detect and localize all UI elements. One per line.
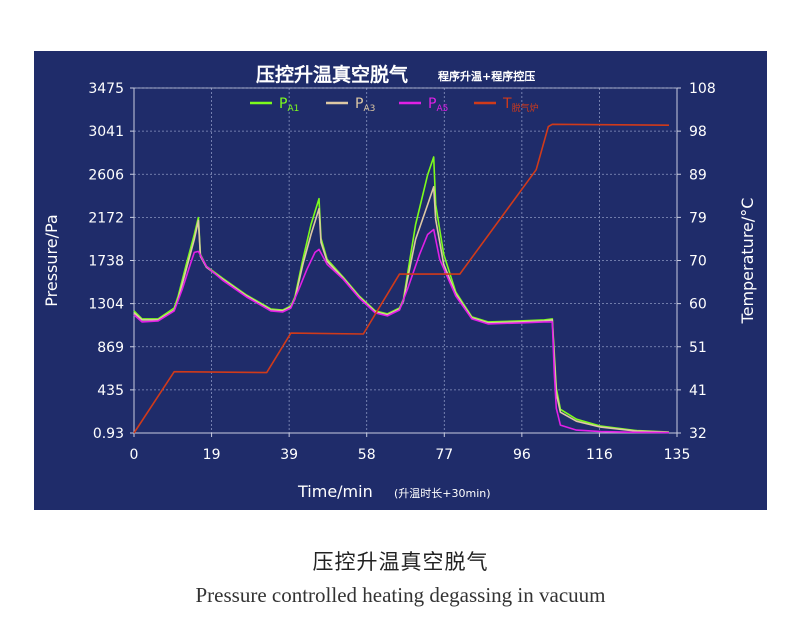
chart-panel: 0 19 39 58 77 96 116 135 0.93 435 869 1304 1738 2172 2… xyxy=(34,51,767,510)
grid-layer xyxy=(133,87,678,434)
y-tick-label: 2172 xyxy=(88,210,124,226)
x-tick-label: 19 xyxy=(203,447,221,463)
y2-tick-label: 98 xyxy=(689,124,707,140)
x-tick-label: 39 xyxy=(280,447,298,463)
x-tick-label: 77 xyxy=(435,447,453,463)
chart-svg: 0 19 39 58 77 96 116 135 0.93 435 869 1304 1738 2172 2… xyxy=(42,63,757,501)
y-tick-label: 1738 xyxy=(88,254,124,270)
series-line-A5 xyxy=(133,228,670,434)
x-tick-label: 0 xyxy=(130,447,139,463)
y2-tick-label: 79 xyxy=(689,210,707,226)
y-tick-label: 869 xyxy=(97,340,124,356)
legend-label: PA5 xyxy=(428,96,448,114)
y-tick-label: 2606 xyxy=(88,167,124,183)
y2-tick-label: 32 xyxy=(689,426,707,442)
y2-tick-label: 41 xyxy=(689,383,707,399)
y-axis-label: Pressure/Pa xyxy=(42,214,61,306)
chart-title: 压控升温真空脱气 xyxy=(256,63,408,86)
chart-subtitle: 程序升温+程序控压 xyxy=(438,69,535,83)
y-tick-label: 1304 xyxy=(88,297,124,313)
series-line-A3 xyxy=(133,186,670,434)
caption-english: Pressure controlled heating degassing in… xyxy=(195,583,606,607)
legend-label: PA1 xyxy=(279,96,299,114)
x-tick-label: 135 xyxy=(664,447,691,463)
x-axis-label: Time/min xyxy=(297,482,373,501)
y2-tick-label: 51 xyxy=(689,340,707,356)
y-tick-label: 3041 xyxy=(88,124,124,140)
series-layer xyxy=(133,123,670,434)
y2-tick-label: 89 xyxy=(689,167,707,183)
x-tick-label: 96 xyxy=(513,447,531,463)
y2-tick-label: 108 xyxy=(689,81,716,97)
x-tick-label: 58 xyxy=(358,447,376,463)
legend-label: PA3 xyxy=(355,96,375,114)
legend-label: T脱气炉 xyxy=(502,96,539,114)
legend: PA1 PA3 PA5 T脱气炉 xyxy=(250,96,539,114)
y-tick-label: 3475 xyxy=(88,81,124,97)
series-line-脱气炉 xyxy=(133,123,670,434)
x-axis-note: (升温时长+30min) xyxy=(394,487,491,500)
y2-axis-label: Temperature/°C xyxy=(738,198,757,325)
series-line-A1 xyxy=(133,156,670,433)
y-tick-label: 435 xyxy=(97,383,124,399)
y2-tick-label: 70 xyxy=(689,254,707,270)
y2-tick-label: 60 xyxy=(689,297,707,313)
caption-chinese: 压控升温真空脱气 xyxy=(312,550,489,574)
text-layer: 压控升温真空脱气 程序升温+程序控压 Time/min (升温时长+30min) Pre… xyxy=(42,63,757,501)
x-tick-label: 116 xyxy=(586,447,613,463)
axes-layer: 0 19 39 58 77 96 116 135 0.93 435 869 1304 1738 2172 2… xyxy=(88,81,715,463)
y-tick-label: 0.93 xyxy=(93,426,124,442)
